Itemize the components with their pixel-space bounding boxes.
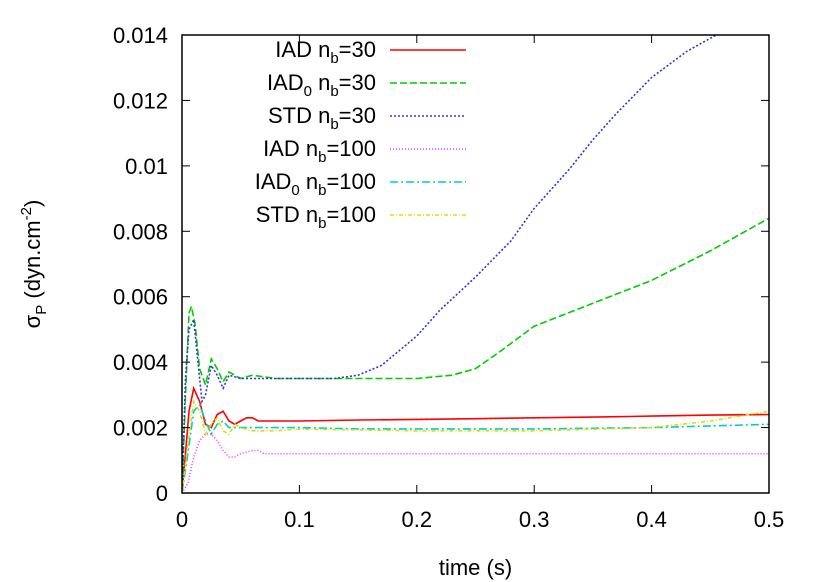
series-layer: [182, 35, 769, 493]
legend-label-value: =30: [339, 70, 376, 95]
legend-label-subscript-b: b: [318, 215, 326, 232]
legend-label-n: n: [312, 70, 330, 95]
y-axis-label: σP (dyn.cm-2): [18, 200, 50, 329]
legend-label-5: IAD0 nb=100: [255, 169, 376, 199]
x-tick-label: 0: [176, 507, 188, 532]
y-axis-label-main: σ: [20, 314, 45, 328]
legend-label-subscript-b: b: [318, 182, 326, 199]
series-line-2: [182, 217, 769, 493]
plot-frame: [181, 34, 770, 494]
legend-label-value: =100: [326, 202, 376, 227]
legend-label-main: IAD: [267, 70, 304, 95]
legend-label-value: =100: [326, 136, 376, 161]
y-axis-label-sup: -2: [18, 207, 35, 220]
legend-label-main: IAD n: [263, 136, 318, 161]
y-axis-label-rest: (dyn.cm: [20, 220, 45, 304]
y-tick-label: 0.008: [113, 219, 168, 244]
x-tick-label: 0.3: [519, 507, 550, 532]
ticks-layer: 0 0.1 0.2 0.3 0.4 0.5 0 0.002 0.004 0.006 0.008 0.0…: [113, 23, 784, 532]
legend-label-subscript: 0: [291, 182, 299, 199]
y-tick-label: 0: [156, 481, 168, 506]
legend-label-6: STD nb=100: [256, 202, 376, 232]
x-tick-label: 0.2: [402, 507, 433, 532]
series-line-3: [182, 35, 717, 493]
x-tick-label: 0.4: [636, 507, 667, 532]
legend-label-main: IAD n: [275, 37, 330, 62]
y-tick-label: 0.012: [113, 88, 168, 113]
x-axis-label: time (s): [439, 555, 512, 580]
legend-label-subscript-b: b: [330, 116, 338, 133]
legend-label-main: STD n: [256, 202, 318, 227]
y-tick-label: 0.002: [113, 416, 168, 441]
legend-label-1: IAD nb=30: [275, 37, 376, 67]
legend-label-value: =100: [326, 169, 376, 194]
legend-label-subscript: 0: [304, 83, 312, 100]
series-line-5: [182, 403, 769, 493]
legend-label-2: IAD0 nb=30: [267, 70, 376, 100]
legend-label-subscript-b: b: [330, 50, 338, 67]
x-tick-label: 0.1: [284, 507, 315, 532]
legend-label-main: STD n: [268, 103, 330, 128]
y-axis-label-sub: P: [33, 305, 50, 315]
x-tick-label: 0.5: [754, 507, 785, 532]
legend-label-subscript-b: b: [330, 83, 338, 100]
y-tick-label: 0.006: [113, 285, 168, 310]
legend-label-value: =30: [339, 103, 376, 128]
legend-label-value: =30: [339, 37, 376, 62]
legend-label-main: IAD: [255, 169, 292, 194]
legend-label-3: STD nb=30: [268, 103, 376, 133]
y-tick-label: 0.014: [113, 23, 168, 48]
series-line-6: [182, 399, 769, 493]
y-tick-label: 0.004: [113, 350, 168, 375]
y-tick-label: 0.01: [125, 154, 168, 179]
y-axis-label-close: ): [20, 200, 45, 207]
legend-label-4: IAD nb=100: [263, 136, 376, 166]
series-line-4: [182, 433, 769, 493]
legend-label-n: n: [300, 169, 318, 194]
legend-label-subscript-b: b: [318, 149, 326, 166]
